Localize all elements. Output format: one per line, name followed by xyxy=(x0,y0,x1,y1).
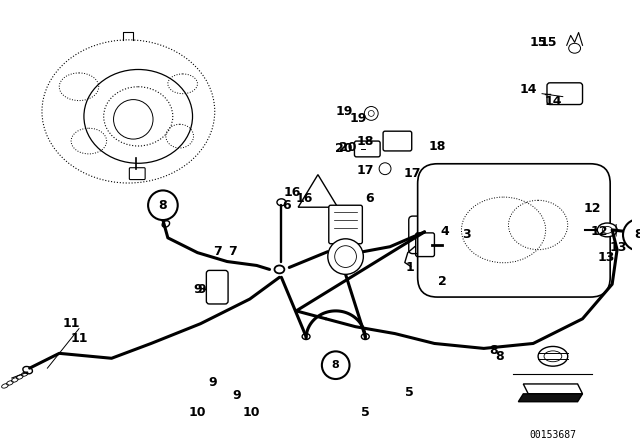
Text: 19: 19 xyxy=(349,112,367,125)
Text: 9: 9 xyxy=(198,283,206,296)
Text: 13: 13 xyxy=(598,251,615,264)
Circle shape xyxy=(148,190,178,220)
Text: 14: 14 xyxy=(520,83,537,96)
Text: 3: 3 xyxy=(461,228,470,241)
Ellipse shape xyxy=(538,346,568,366)
Text: 19: 19 xyxy=(336,105,353,118)
Polygon shape xyxy=(524,384,582,394)
Text: 13: 13 xyxy=(609,241,627,254)
Text: 12: 12 xyxy=(584,202,601,215)
Text: 2: 2 xyxy=(438,275,447,288)
Text: 11: 11 xyxy=(62,317,80,330)
FancyBboxPatch shape xyxy=(329,205,362,244)
Text: 5: 5 xyxy=(361,406,370,419)
Text: 10: 10 xyxy=(189,406,206,419)
Text: 4: 4 xyxy=(441,225,450,238)
Text: 10: 10 xyxy=(243,406,260,419)
Ellipse shape xyxy=(597,223,617,237)
Text: 9: 9 xyxy=(194,283,202,296)
Text: 9: 9 xyxy=(233,389,241,402)
Text: |: | xyxy=(613,224,617,237)
Text: 11: 11 xyxy=(70,332,88,345)
Text: 17: 17 xyxy=(356,164,374,177)
Text: 14: 14 xyxy=(544,95,562,108)
Text: 20: 20 xyxy=(335,142,353,155)
Text: 8: 8 xyxy=(634,228,640,241)
Text: 17: 17 xyxy=(404,167,422,180)
Text: 6: 6 xyxy=(282,199,291,212)
Text: 12: 12 xyxy=(591,225,608,238)
Text: 7: 7 xyxy=(213,245,221,258)
Text: 15: 15 xyxy=(540,36,557,49)
Text: 7: 7 xyxy=(228,245,236,258)
Circle shape xyxy=(328,239,364,274)
Text: 16: 16 xyxy=(296,192,313,205)
Text: 15: 15 xyxy=(529,36,547,49)
Text: 1: 1 xyxy=(405,261,414,274)
Circle shape xyxy=(322,351,349,379)
FancyBboxPatch shape xyxy=(418,164,610,297)
Text: 9: 9 xyxy=(209,376,217,389)
Polygon shape xyxy=(518,394,582,402)
Text: 6: 6 xyxy=(365,192,374,205)
Text: 8: 8 xyxy=(332,360,340,370)
Text: 18: 18 xyxy=(356,134,374,147)
Text: 8: 8 xyxy=(159,199,167,212)
Text: 5: 5 xyxy=(405,386,414,399)
Text: 16: 16 xyxy=(284,186,301,199)
Circle shape xyxy=(623,219,640,251)
FancyBboxPatch shape xyxy=(206,271,228,304)
Text: 00153687: 00153687 xyxy=(529,430,577,440)
Text: 20: 20 xyxy=(339,142,356,155)
Text: 18: 18 xyxy=(429,139,446,152)
Text: 8: 8 xyxy=(495,350,504,363)
Text: 8: 8 xyxy=(490,344,498,357)
